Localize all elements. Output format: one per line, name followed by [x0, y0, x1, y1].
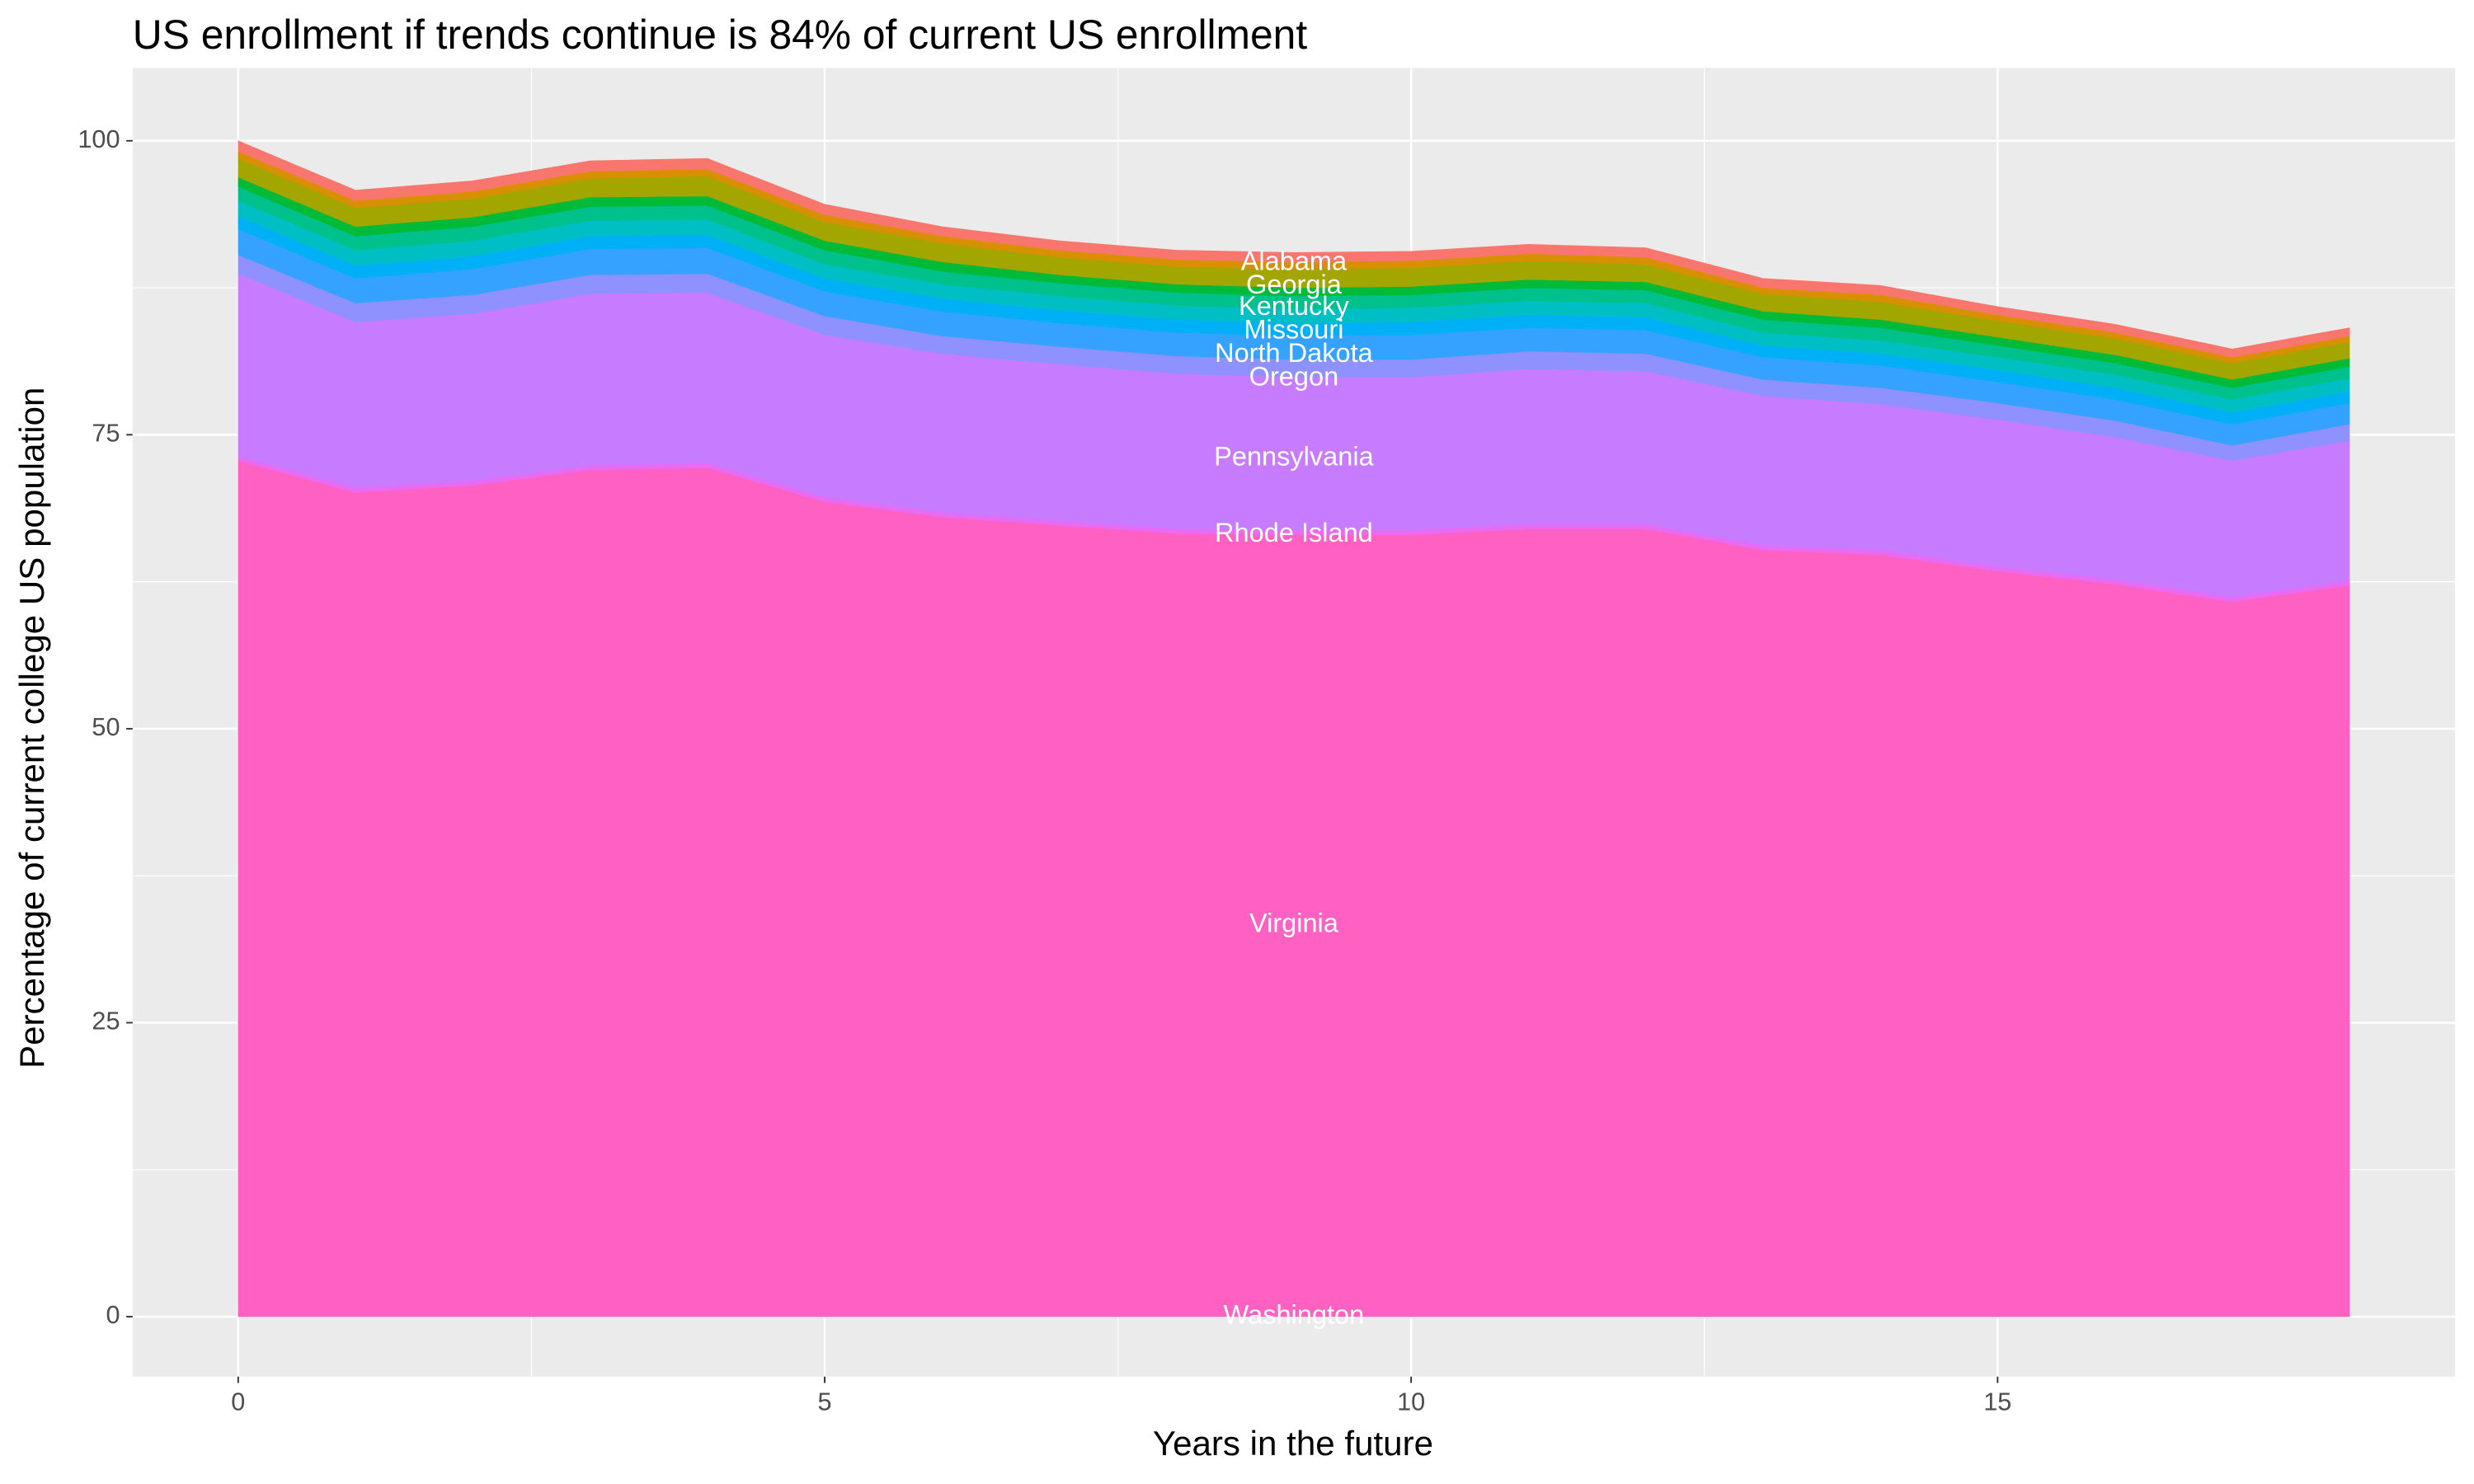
annotation: Oregon [1249, 361, 1339, 391]
annotation: Georgia [1246, 270, 1343, 299]
x-axis-title: Years in the future [1153, 1424, 1433, 1463]
area [238, 140, 2350, 358]
area [238, 460, 2350, 1317]
annotation: Alabama [1241, 247, 1348, 276]
y-tick-label: 75 [92, 419, 120, 447]
x-tick-label: 5 [817, 1388, 831, 1416]
areas [238, 140, 2350, 1317]
annotation: Virginia [1249, 909, 1339, 938]
annotation: North Dakota [1215, 338, 1374, 368]
chart-title: US enrollment if trends continue is 84% … [133, 12, 1308, 58]
axes: 0 25 50 75 100 0 5 10 15 [78, 125, 2011, 1416]
annotation: Kentucky [1239, 291, 1350, 321]
x-tick-label: 0 [231, 1388, 245, 1416]
x-tick-label: 15 [1983, 1388, 2011, 1416]
y-tick-label: 25 [92, 1007, 120, 1036]
x-tick-label: 10 [1397, 1388, 1425, 1416]
annotation: Rhode Island [1215, 518, 1373, 547]
annotation: Washington [1224, 1300, 1365, 1330]
annotation: Missouri [1244, 314, 1343, 344]
y-tick-label: 100 [78, 125, 120, 153]
y-axis-title: Percentage of current college US populat… [12, 387, 51, 1068]
annotation: Pennsylvania [1214, 441, 1374, 471]
y-tick-label: 50 [92, 713, 120, 741]
y-tick-label: 0 [106, 1301, 120, 1329]
